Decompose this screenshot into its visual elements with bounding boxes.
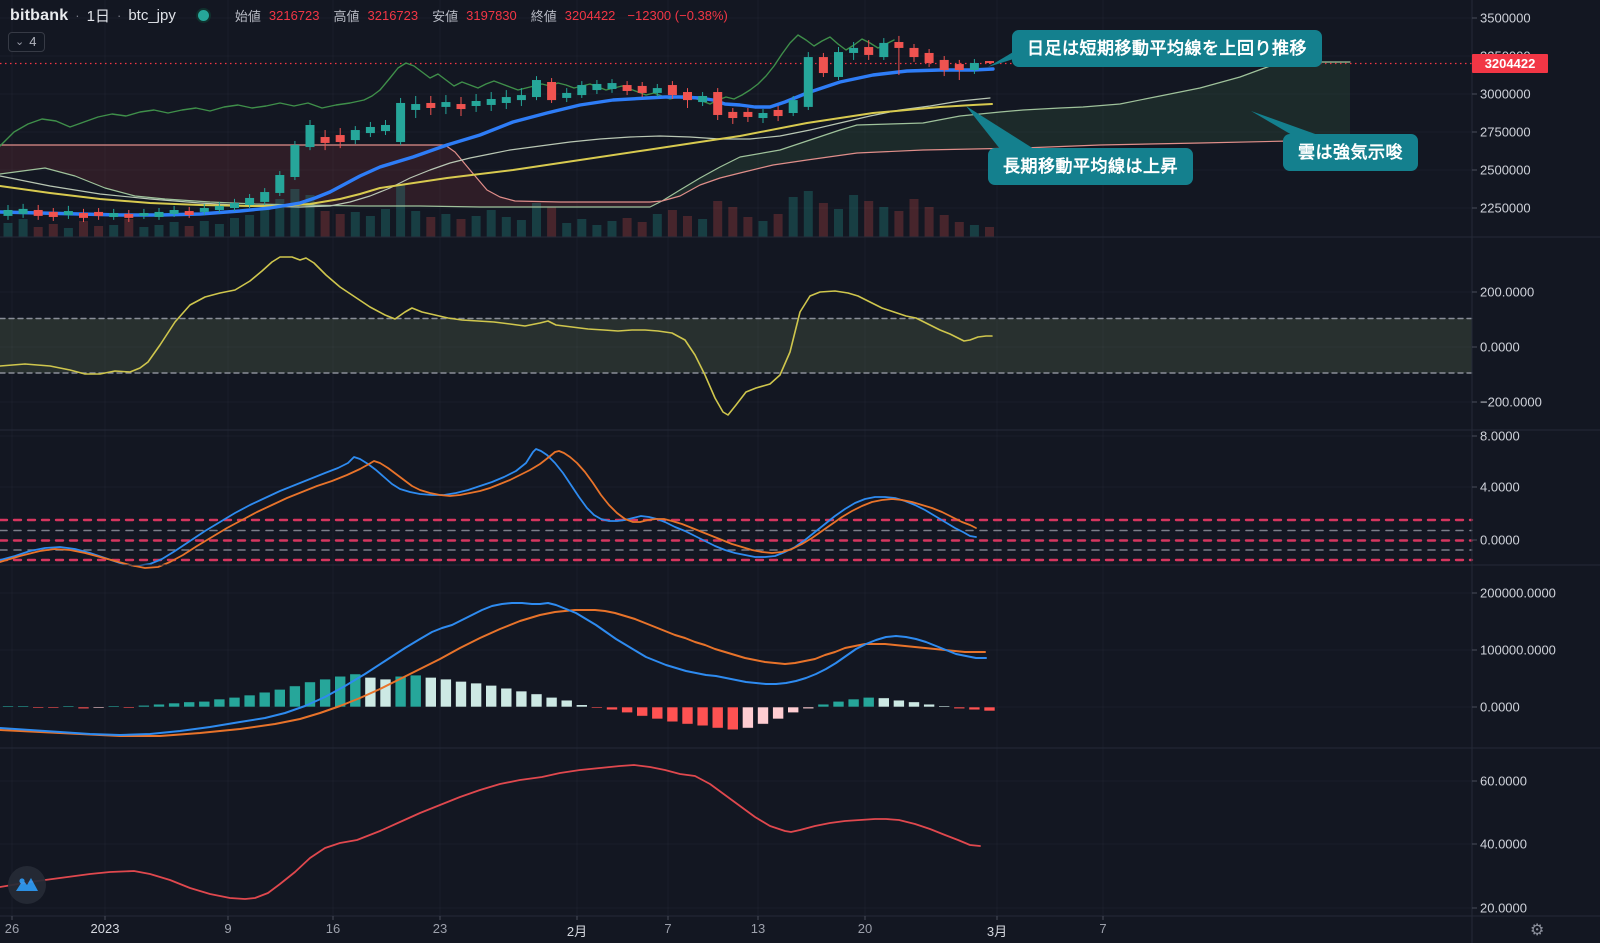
open-value: 3216723 <box>268 8 320 23</box>
symbol-pair[interactable]: btc_jpy <box>128 7 176 24</box>
price-axis-label[interactable]: −200.0000 <box>1480 394 1542 410</box>
legend-separator: · <box>116 8 122 23</box>
time-axis-label[interactable]: 9 <box>224 921 232 936</box>
price-axis-label[interactable]: 2250000 <box>1480 200 1531 216</box>
logo-mountain-icon <box>16 878 38 891</box>
time-axis-label[interactable]: 20 <box>857 921 873 936</box>
price-axis-label[interactable]: 200000.0000 <box>1480 585 1556 601</box>
time-axis-label[interactable]: 3月 <box>986 924 1008 939</box>
callout-cloud[interactable]: 雲は強気示唆 <box>1283 134 1418 171</box>
price-axis-label[interactable]: 0.0000 <box>1480 532 1520 548</box>
high-label: 高値 <box>333 9 360 24</box>
callout-long-ma[interactable]: 長期移動平均線は上昇 <box>988 148 1193 185</box>
price-axis-label[interactable]: 200.0000 <box>1480 284 1535 300</box>
time-axis-label[interactable]: 23 <box>432 921 448 936</box>
open-label: 始値 <box>234 9 261 24</box>
indicators-collapse-button[interactable]: ⌄ 4 <box>8 32 46 52</box>
price-axis-label[interactable]: 60.0000 <box>1480 773 1527 789</box>
time-axis-label[interactable]: 13 <box>750 921 766 936</box>
price-axis-label[interactable]: 3500000 <box>1480 10 1531 26</box>
change-value: −12300 (−0.38%) <box>627 8 728 23</box>
last-price-tag: 3204422 <box>1472 54 1548 73</box>
time-axis-label[interactable]: 7 <box>1099 921 1107 936</box>
close-label: 終値 <box>530 9 557 24</box>
low-value: 3197830 <box>466 8 517 23</box>
legend-separator: · <box>75 8 80 23</box>
low-label: 安値 <box>432 9 459 24</box>
symbol-legend[interactable]: bitbank · 1日 · btc_jpy 始値 3216723 高値 321… <box>10 5 728 26</box>
time-axis-label[interactable]: 7 <box>664 921 672 936</box>
price-axis-label[interactable]: 20.0000 <box>1480 900 1527 916</box>
interval-label[interactable]: 1日 <box>86 8 110 25</box>
time-axis-label[interactable]: 16 <box>325 921 341 936</box>
high-value: 3216723 <box>367 8 419 23</box>
price-axis-label[interactable]: 0.0000 <box>1480 339 1520 355</box>
series-status-dot-icon <box>195 8 211 23</box>
price-axis-label[interactable]: 3000000 <box>1480 86 1531 102</box>
price-axis-label[interactable]: 40.0000 <box>1480 836 1527 852</box>
bitbank-logo[interactable] <box>8 866 46 904</box>
price-axis-label[interactable]: 4.0000 <box>1480 479 1520 495</box>
time-axis-label[interactable]: 2月 <box>566 924 588 939</box>
price-axis-label[interactable]: 2500000 <box>1480 162 1531 178</box>
time-axis-label[interactable]: 26 <box>4 921 20 936</box>
chevron-down-icon: ⌄ <box>15 36 25 48</box>
indicators-count: 4 <box>29 34 37 49</box>
price-axis-label[interactable]: 8.0000 <box>1480 428 1520 444</box>
price-axis-label[interactable]: 100000.0000 <box>1480 642 1556 658</box>
price-axis-label[interactable]: 0.0000 <box>1480 699 1520 715</box>
price-axis-label[interactable]: 2750000 <box>1480 124 1531 140</box>
time-axis-label[interactable]: 2023 <box>90 921 120 936</box>
callout-short-ma[interactable]: 日足は短期移動平均線を上回り推移 <box>1012 30 1322 67</box>
gear-icon[interactable]: ⚙ <box>1530 922 1545 939</box>
close-value: 3204422 <box>564 8 616 23</box>
exchange-name[interactable]: bitbank <box>10 6 69 24</box>
